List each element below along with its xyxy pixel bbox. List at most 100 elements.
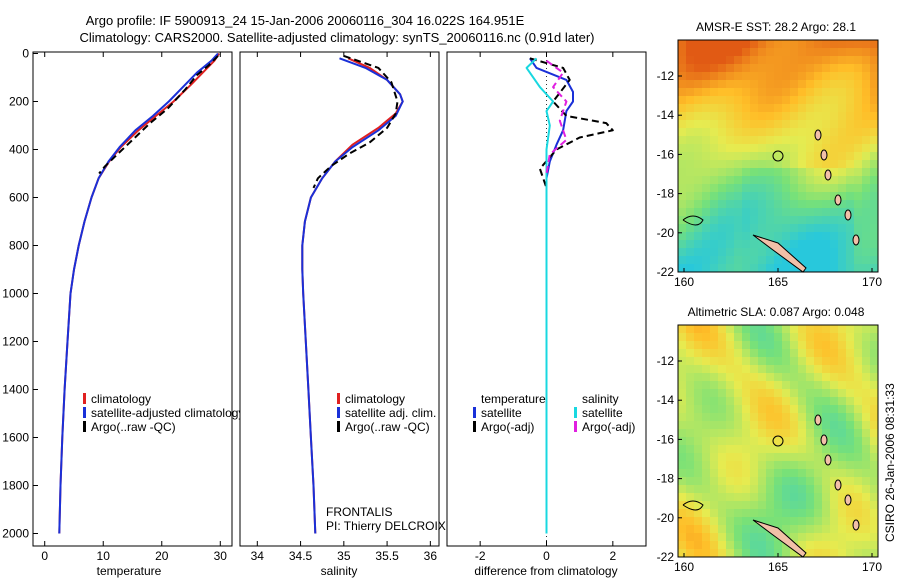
map-ytick-label: -14 [657, 393, 675, 407]
map-cell [774, 493, 782, 501]
map-cell [782, 264, 790, 272]
map-cell [718, 184, 726, 192]
map-cell [838, 357, 846, 365]
map-cell [734, 413, 742, 421]
map-cell [734, 477, 742, 485]
map-cell [766, 445, 774, 453]
map-cell [702, 120, 710, 128]
map-cell [806, 80, 814, 88]
map-cell [726, 224, 734, 232]
map-cell [846, 509, 854, 517]
map-cell [766, 80, 774, 88]
map-cell [798, 429, 806, 437]
map-cell [830, 381, 838, 389]
map-cell [798, 216, 806, 224]
map-cell [830, 72, 838, 80]
map-cell [838, 256, 846, 264]
map-cell [718, 517, 726, 525]
map-cell [822, 88, 830, 96]
map-cell [822, 224, 830, 232]
map-cell [814, 445, 822, 453]
map-cell [782, 192, 790, 200]
map-cell [742, 365, 750, 373]
map-cell [846, 517, 854, 525]
map-cell [830, 168, 838, 176]
map-cell [862, 429, 870, 437]
map-cell [710, 445, 718, 453]
map-cell [782, 525, 790, 533]
map-cell [678, 365, 686, 373]
map-cell [862, 96, 870, 104]
map-cell [678, 413, 686, 421]
map-cell [790, 325, 798, 333]
map-cell [814, 160, 822, 168]
map-cell [806, 365, 814, 373]
temperature-xlabel: temperature [97, 564, 162, 578]
map-cell [734, 48, 742, 56]
map-cell [750, 365, 758, 373]
map-cell [822, 365, 830, 373]
map-cell [782, 493, 790, 501]
map-cell [830, 461, 838, 469]
map-cell [870, 240, 878, 248]
map-cell [822, 72, 830, 80]
map-cell [726, 192, 734, 200]
map-cell [870, 389, 878, 397]
map-cell [726, 80, 734, 88]
map-cell [854, 493, 862, 501]
map-cell [838, 152, 846, 160]
map-cell [718, 264, 726, 272]
map-cell [710, 437, 718, 445]
map-cell [742, 485, 750, 493]
map-cell [854, 56, 862, 64]
map-cell [750, 405, 758, 413]
map-cell [726, 333, 734, 341]
map-cell [686, 96, 694, 104]
legend-swatch-clim [337, 393, 340, 404]
map-cell [734, 549, 742, 557]
map-cell [774, 365, 782, 373]
map-cell [774, 373, 782, 381]
map-cell [862, 501, 870, 509]
map-cell [870, 160, 878, 168]
map-cell [726, 64, 734, 72]
map-cell [750, 493, 758, 501]
map-cell [702, 128, 710, 136]
map-cell [758, 421, 766, 429]
map-cell [782, 445, 790, 453]
map-cell [798, 160, 806, 168]
map-cell [830, 389, 838, 397]
map-cell [782, 232, 790, 240]
map-cell [726, 248, 734, 256]
map-cell [806, 437, 814, 445]
map-cell [734, 184, 742, 192]
map-cell [846, 64, 854, 72]
map-cell [854, 365, 862, 373]
map-cell [742, 357, 750, 365]
map-cell [686, 40, 694, 48]
map-cell [854, 224, 862, 232]
map-cell [718, 232, 726, 240]
map-cell [862, 381, 870, 389]
map-cell [766, 216, 774, 224]
map-cell [734, 421, 742, 429]
map-cell [782, 469, 790, 477]
map-cell [806, 160, 814, 168]
map-cell [678, 96, 686, 104]
map-cell [742, 184, 750, 192]
map-cell [790, 485, 798, 493]
map-cell [814, 373, 822, 381]
map-xtick-label: 170 [862, 275, 882, 289]
map-cell [846, 160, 854, 168]
map-cell [734, 325, 742, 333]
map-cell [846, 421, 854, 429]
map-cell [798, 88, 806, 96]
map-cell [718, 453, 726, 461]
map-cell [742, 405, 750, 413]
map-cell [822, 216, 830, 224]
map-cell [710, 88, 718, 96]
map-cell [870, 421, 878, 429]
pi-note: PI: Thierry DELCROIX [326, 519, 446, 533]
map-cell [726, 437, 734, 445]
map-ytick-label: -20 [657, 511, 675, 525]
